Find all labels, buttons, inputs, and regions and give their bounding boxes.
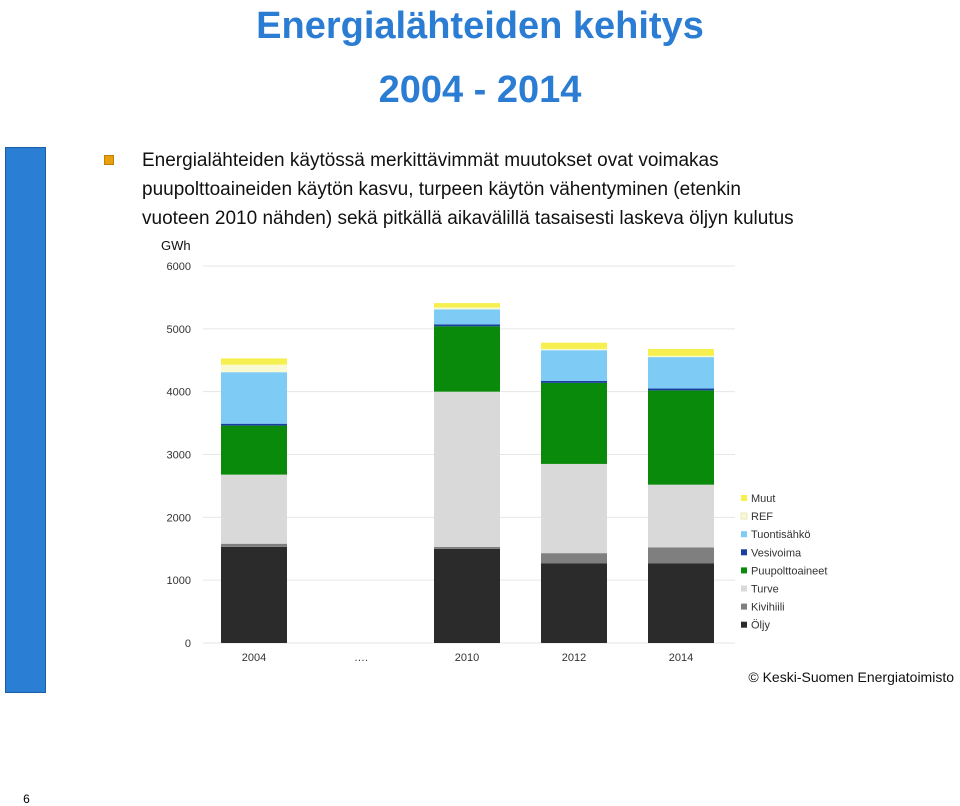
y-tick-label: 6000 [167,261,191,273]
bar-segment-ref [434,307,500,310]
legend-label: Muut [751,493,775,505]
y-tick-label: 2000 [167,512,191,524]
legend-swatch [741,495,747,501]
bar-segment-tuontisähkö [221,372,287,424]
x-tick-label: 2004 [242,652,266,664]
bar-segment-öljy [221,546,287,643]
legend-swatch [741,621,747,628]
bar-segment-puupolttoaineet [434,326,500,392]
legend-swatch [740,512,748,520]
y-axis-unit-label: GWh [161,238,191,253]
bar-segment-vesivoima [434,324,500,327]
bar-segment-muut [221,358,287,365]
body-line: Energialähteiden käytössä merkittävimmät… [142,150,719,171]
body-line: vuoteen 2010 nähden) sekä pitkällä aikav… [142,208,794,229]
bar-segment-öljy [541,563,607,643]
legend-label: REF [751,511,773,523]
bar-segment-muut [648,348,714,356]
legend-swatch [741,531,747,538]
bar-segment-turve [648,484,714,548]
x-tick-label: 2014 [669,652,693,664]
x-tick-label: 2010 [455,652,479,664]
x-tick-label: …. [354,652,368,664]
bar-segment-puupolttoaineet [541,382,607,464]
y-tick-label: 1000 [167,575,191,587]
slide-number: 6 [23,792,30,806]
stacked-bar-chart: 0 1000 2000 3000 4000 5000 6000 2004 …. 2010 2012 2… [167,261,828,664]
slide-title-line-1: Energialähteiden kehitys [256,5,704,47]
bar-segment-kivihiili [221,543,287,547]
bar-segment-muut [434,303,500,308]
bar-segment-öljy [434,548,500,643]
legend-label: Öljy [751,620,770,632]
bar-segment-kivihiili [648,547,714,564]
slide-side-bar: 6 [5,147,46,806]
legend-label: Vesivoima [751,547,802,559]
bar-segment-turve [221,474,287,544]
bar-segment-tuontisähkö [434,309,500,325]
legend-swatch [741,585,747,592]
y-tick-label: 4000 [167,387,191,399]
bar-segment-tuontisähkö [648,357,714,389]
legend-swatch [741,567,747,574]
bar-segment-kivihiili [541,553,607,564]
slide-title-line-2: 2004 - 2014 [378,69,582,111]
bullet-icon [104,155,114,165]
copyright-credit: © Keski-Suomen Energiatoimisto [748,669,954,685]
legend-swatch [741,603,747,610]
bar-segment-ref [648,355,714,358]
bar-segment-ref [541,348,607,351]
bar-segment-vesivoima [221,423,287,426]
bar-segment-muut [541,342,607,349]
bar-segment-turve [541,463,607,554]
slide-body-text: Energialähteiden käytössä merkittävimmät… [142,146,942,233]
bar-segment-turve [434,391,500,547]
slide-title: Energialähteiden kehitys 2004 - 2014 [200,0,760,122]
legend-label: Tuontisähkö [751,529,811,541]
legend-label: Puupolttoaineet [751,565,827,577]
legend-swatch [741,549,747,556]
y-tick-label: 3000 [167,450,191,462]
bar-segment-ref [221,364,287,373]
y-tick-label: 0 [185,638,191,650]
y-tick-label: 5000 [167,324,191,336]
x-tick-label: 2012 [562,652,586,664]
bar-segment-vesivoima [648,388,714,391]
legend-label: Turve [751,584,779,596]
bar-segment-vesivoima [541,380,607,383]
bar-segment-kivihiili [434,546,500,549]
bar-segment-öljy [648,563,714,643]
bar-segment-tuontisähkö [541,350,607,381]
bar-segment-puupolttoaineet [648,390,714,485]
body-line: puupolttoaineiden käytön kasvu, turpeen … [142,179,741,200]
legend-label: Kivihiili [751,602,785,614]
bar-segment-puupolttoaineet [221,425,287,475]
